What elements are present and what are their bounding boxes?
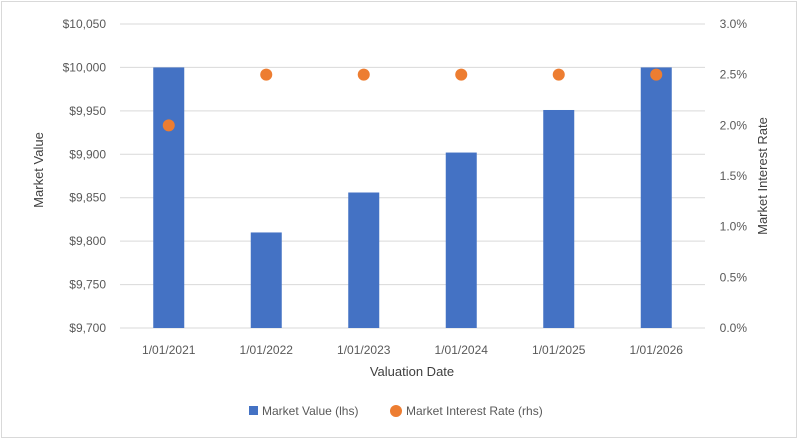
x-axis-title: Valuation Date [370,364,454,379]
scatter-series-interest-rate [162,68,663,132]
bar [250,232,282,328]
x-tick-label: 1/01/2026 [630,343,684,357]
scatter-point [357,68,370,81]
y-axis-title: Market Value [31,132,46,208]
bar [543,109,575,328]
y2-tick-label: 1.0% [720,220,748,234]
scatter-point [552,68,565,81]
legend-label-market-value: Market Value (lhs) [262,404,358,418]
y-tick-label: $9,950 [69,104,106,118]
y2-tick-label: 0.0% [720,321,748,335]
y2-tick-label: 3.0% [720,17,748,31]
bar [640,67,672,328]
y2-tick-label: 2.0% [720,118,748,132]
x-axis-ticks: 1/01/2021 1/01/2022 1/01/2023 1/01/2024 1/01… [142,343,683,357]
bar [445,152,477,328]
y-tick-label: $9,850 [69,191,106,205]
y-tick-label: $9,750 [69,278,106,292]
y2-axis-title: Market Interest Rate [755,117,770,235]
x-tick-label: 1/01/2025 [532,343,586,357]
left-axis-ticks: $10,050 $10,000 $9,950 $9,900 $9,850 $9,800 $9… [63,17,107,335]
y2-tick-label: 1.5% [720,169,748,183]
y-tick-label: $9,900 [69,147,106,161]
bar [348,192,380,328]
y2-tick-label: 2.5% [720,68,748,82]
x-tick-label: 1/01/2022 [240,343,294,357]
bar-series-market-value [153,67,672,328]
scatter-point [650,68,663,81]
y2-tick-label: 0.5% [720,270,748,284]
y-tick-label: $10,050 [63,17,107,31]
y-tick-label: $10,000 [63,60,107,74]
legend: Market Value (lhs) Market Interest Rate … [249,404,543,418]
bar [153,67,185,328]
scatter-point [162,119,175,132]
gridlines [120,23,705,329]
x-tick-label: 1/01/2024 [435,343,489,357]
right-axis-ticks: 3.0% 2.5% 2.0% 1.5% 1.0% 0.5% 0.0% [720,17,748,335]
legend-label-interest-rate: Market Interest Rate (rhs) [406,404,543,418]
scatter-point [260,68,273,81]
legend-swatch-market-value [249,406,258,415]
x-tick-label: 1/01/2021 [142,343,196,357]
scatter-point [455,68,468,81]
y-tick-label: $9,800 [69,234,106,248]
legend-swatch-interest-rate [390,405,402,417]
x-tick-label: 1/01/2023 [337,343,391,357]
y-tick-label: $9,700 [69,321,106,335]
